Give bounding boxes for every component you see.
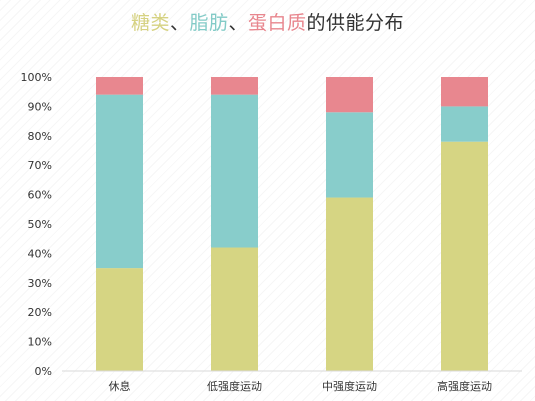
y-tick-label: 30% (28, 277, 52, 290)
bar-segment (96, 77, 143, 95)
y-tick-label: 20% (28, 306, 52, 319)
title-part-carbs: 糖类 (130, 12, 170, 34)
title-part-rest: 的供能分布 (306, 12, 405, 34)
bar-segment (441, 77, 488, 107)
bar-segment (211, 247, 258, 371)
title-part-protein: 蛋白质 (248, 12, 307, 34)
y-tick-label: 80% (28, 130, 52, 143)
y-tick-label: 40% (28, 247, 52, 260)
y-tick-label: 90% (28, 100, 52, 113)
y-tick-label: 100% (21, 71, 52, 84)
bar-segment (326, 112, 373, 198)
y-tick-label: 10% (28, 336, 52, 349)
x-category-label: 高强度运动 (437, 379, 492, 393)
bar-segment (96, 94, 143, 269)
x-category-label: 休息 (109, 379, 131, 393)
title-part-fat: 脂肪 (189, 12, 229, 34)
y-tick-label: 0% (35, 365, 52, 378)
bar-segment (326, 77, 373, 113)
title-separator-1: 、 (169, 12, 190, 34)
chart-title: 糖类、脂肪、蛋白质的供能分布 (0, 8, 535, 35)
bar-segment (326, 197, 373, 371)
y-tick-label: 70% (28, 159, 52, 172)
bar-segment (441, 106, 488, 142)
bar-segment (211, 77, 258, 95)
x-category-label: 中强度运动 (322, 379, 377, 393)
bar-segment (211, 94, 258, 248)
title-separator-2: 、 (228, 12, 249, 34)
x-axis: 休息 低强度运动 中强度运动 高强度运动 (62, 370, 522, 393)
x-category-label: 低强度运动 (207, 379, 262, 393)
bar-segment (441, 141, 488, 371)
bars-group (96, 77, 488, 371)
y-tick-label: 50% (28, 218, 52, 231)
bar-segment (96, 268, 143, 371)
y-tick-label: 60% (28, 189, 52, 202)
y-axis: 0% 10% 20% 30% 40% 50% 60% 70% 80% 90% 100% (21, 71, 52, 378)
